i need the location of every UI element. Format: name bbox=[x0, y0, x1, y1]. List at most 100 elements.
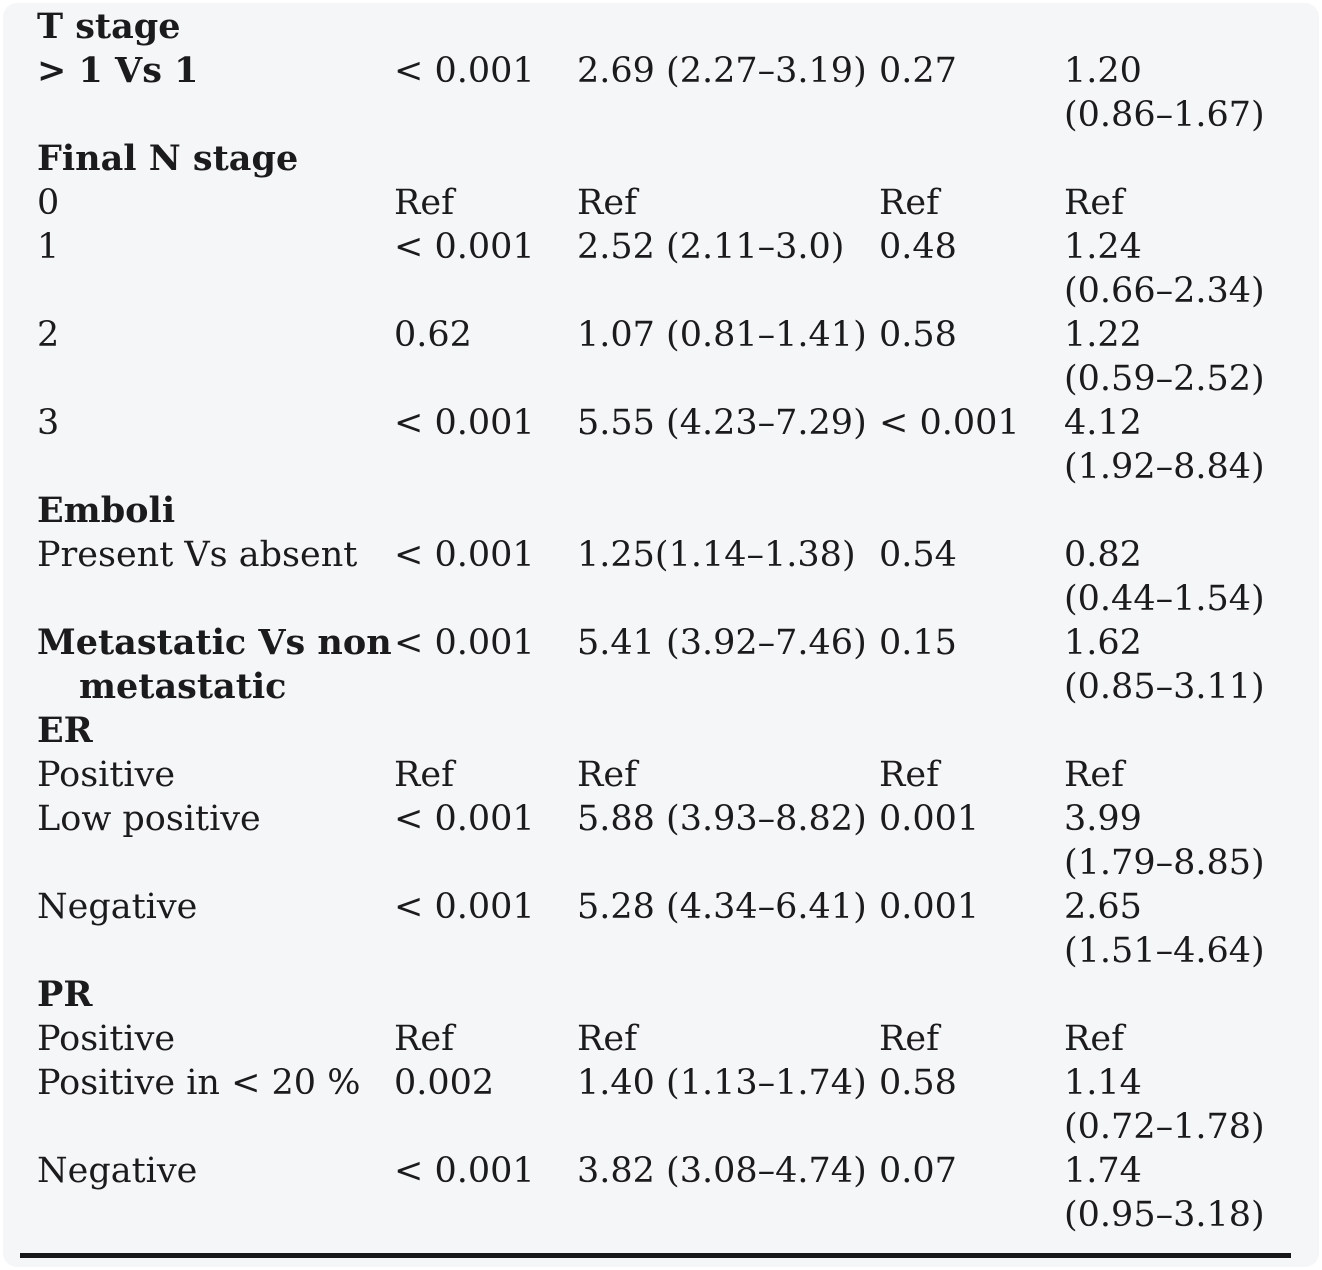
cell-p-value-multivariate: < 0.001 bbox=[879, 403, 1020, 443]
cell-hr-ci-univariate: 1.40 (1.13–1.74) bbox=[577, 1063, 867, 1103]
section-label: ER bbox=[37, 710, 93, 751]
ci-value: (0.72–1.78) bbox=[1064, 1107, 1265, 1147]
cell-p-value-multivariate: 0.15 bbox=[879, 623, 957, 663]
cell-p-value-multivariate: Ref bbox=[879, 183, 940, 223]
cell-variable-label: Metastatic Vs non metastatic bbox=[37, 621, 394, 709]
table-row: 0 Ref Ref Ref Ref bbox=[37, 181, 1295, 225]
cell-p-value-univariate: 0.62 bbox=[394, 315, 472, 355]
cell-hr-ci-univariate: Ref bbox=[577, 183, 638, 223]
cell-p-value-multivariate: 0.001 bbox=[879, 799, 980, 839]
section-label: PR bbox=[37, 974, 93, 1015]
cell-p-value-multivariate: Ref bbox=[879, 755, 940, 795]
cell-hr-multivariate: 1.20 (0.86–1.67) bbox=[1064, 49, 1295, 137]
cell-variable-label: Positive bbox=[37, 755, 176, 795]
results-table-figure: T stage > 1 Vs 1 < 0.001 2.69 (2.27–3.19… bbox=[3, 3, 1319, 1267]
table-row: Low positive < 0.001 5.88 (3.93–8.82) 0.… bbox=[37, 797, 1295, 885]
hr-value: Ref bbox=[1064, 755, 1125, 795]
ci-value: (1.79–8.85) bbox=[1064, 843, 1265, 883]
section-label: Emboli bbox=[37, 490, 176, 531]
table-row: Positive in < 20 % 0.002 1.40 (1.13–1.74… bbox=[37, 1061, 1295, 1149]
ci-value: (0.95–3.18) bbox=[1064, 1195, 1265, 1235]
cell-p-value-univariate: < 0.001 bbox=[394, 535, 535, 575]
ci-value: (1.92–8.84) bbox=[1064, 447, 1265, 487]
hr-value: 1.24 bbox=[1064, 227, 1142, 267]
cell-variable-label: Positive bbox=[37, 1019, 176, 1059]
ci-value: (0.85–3.11) bbox=[1064, 667, 1265, 707]
cell-hr-ci-univariate: 2.52 (2.11–3.0) bbox=[577, 227, 845, 267]
cell-p-value-multivariate: 0.48 bbox=[879, 227, 957, 267]
hr-value: 1.62 bbox=[1064, 623, 1142, 663]
cell-p-value-univariate: < 0.001 bbox=[394, 887, 535, 927]
cell-p-value-multivariate: 0.001 bbox=[879, 887, 980, 927]
table-section-row: PR bbox=[37, 973, 1295, 1017]
cell-variable-label: Negative bbox=[37, 1151, 198, 1191]
cell-variable-label: Positive in < 20 % bbox=[37, 1063, 361, 1103]
table-row: Negative < 0.001 5.28 (4.34–6.41) 0.001 … bbox=[37, 885, 1295, 973]
cell-hr-ci-univariate: 3.82 (3.08–4.74) bbox=[577, 1151, 867, 1191]
hr-value: 1.74 bbox=[1064, 1151, 1142, 1191]
cell-variable-label: Present Vs absent bbox=[37, 535, 358, 575]
cell-hr-ci-univariate: 5.28 (4.34–6.41) bbox=[577, 887, 867, 927]
table-section-row: ER bbox=[37, 709, 1295, 753]
cell-hr-multivariate: 1.22 (0.59–2.52) bbox=[1064, 313, 1295, 401]
cell-p-value-univariate: < 0.001 bbox=[394, 227, 535, 267]
cell-hr-ci-univariate: 1.07 (0.81–1.41) bbox=[577, 315, 867, 355]
cell-hr-multivariate: 2.65 (1.51–4.64) bbox=[1064, 885, 1295, 973]
cell-hr-ci-univariate: 1.25(1.14–1.38) bbox=[577, 535, 856, 575]
hr-value: 3.99 bbox=[1064, 799, 1142, 839]
cell-hr-multivariate: 1.62 (0.85–3.11) bbox=[1064, 621, 1295, 709]
cell-hr-multivariate: 1.24 (0.66–2.34) bbox=[1064, 225, 1295, 313]
cell-p-value-univariate: Ref bbox=[394, 183, 455, 223]
cell-hr-multivariate: Ref bbox=[1064, 753, 1295, 797]
cell-p-value-univariate: Ref bbox=[394, 1019, 455, 1059]
cell-p-value-multivariate: Ref bbox=[879, 1019, 940, 1059]
hr-value: 4.12 bbox=[1064, 403, 1142, 443]
hr-value: 0.82 bbox=[1064, 535, 1142, 575]
hr-value: 1.20 bbox=[1064, 51, 1142, 91]
table-section-row: Final N stage bbox=[37, 137, 1295, 181]
cell-p-value-univariate: Ref bbox=[394, 755, 455, 795]
table-row: Present Vs absent < 0.001 1.25(1.14–1.38… bbox=[37, 533, 1295, 621]
cell-p-value-univariate: < 0.001 bbox=[394, 403, 535, 443]
cell-p-value-univariate: 0.002 bbox=[394, 1063, 495, 1103]
label-line-2: metastatic bbox=[79, 666, 287, 707]
cell-variable-label: Negative bbox=[37, 887, 198, 927]
cell-p-value-univariate: < 0.001 bbox=[394, 623, 535, 663]
table-row: 2 0.62 1.07 (0.81–1.41) 0.58 1.22 (0.59–… bbox=[37, 313, 1295, 401]
cell-hr-multivariate: Ref bbox=[1064, 181, 1295, 225]
table-row: > 1 Vs 1 < 0.001 2.69 (2.27–3.19) 0.27 1… bbox=[37, 49, 1295, 137]
results-table: T stage > 1 Vs 1 < 0.001 2.69 (2.27–3.19… bbox=[3, 3, 1319, 1237]
cell-hr-multivariate: Ref bbox=[1064, 1017, 1295, 1061]
ci-value: (1.51–4.64) bbox=[1064, 931, 1265, 971]
table-row: 1 < 0.001 2.52 (2.11–3.0) 0.48 1.24 (0.6… bbox=[37, 225, 1295, 313]
cell-variable-label: 2 bbox=[37, 315, 60, 355]
hr-value: 2.65 bbox=[1064, 887, 1142, 927]
ci-value: (0.66–2.34) bbox=[1064, 271, 1265, 311]
cell-hr-ci-univariate: Ref bbox=[577, 755, 638, 795]
hr-value: Ref bbox=[1064, 1019, 1125, 1059]
cell-p-value-multivariate: 0.27 bbox=[879, 51, 957, 91]
section-label: Final N stage bbox=[37, 138, 299, 179]
hr-value: 1.14 bbox=[1064, 1063, 1142, 1103]
cell-p-value-univariate: < 0.001 bbox=[394, 51, 535, 91]
cell-p-value-univariate: < 0.001 bbox=[394, 1151, 535, 1191]
table-row: 3 < 0.001 5.55 (4.23–7.29) < 0.001 4.12 … bbox=[37, 401, 1295, 489]
cell-p-value-univariate: < 0.001 bbox=[394, 799, 535, 839]
table-section-row: T stage bbox=[37, 5, 1295, 49]
table-bottom-rule bbox=[20, 1253, 1291, 1258]
cell-hr-multivariate: 3.99 (1.79–8.85) bbox=[1064, 797, 1295, 885]
cell-variable-label: Low positive bbox=[37, 799, 261, 839]
section-label: T stage bbox=[37, 6, 181, 47]
hr-value: 1.22 bbox=[1064, 315, 1142, 355]
cell-hr-ci-univariate: Ref bbox=[577, 1019, 638, 1059]
cell-p-value-multivariate: 0.58 bbox=[879, 315, 957, 355]
cell-p-value-multivariate: 0.54 bbox=[879, 535, 957, 575]
table-row: Positive Ref Ref Ref Ref bbox=[37, 1017, 1295, 1061]
cell-hr-multivariate: 1.74 (0.95–3.18) bbox=[1064, 1149, 1295, 1237]
table-row: Positive Ref Ref Ref Ref bbox=[37, 753, 1295, 797]
cell-hr-ci-univariate: 5.41 (3.92–7.46) bbox=[577, 623, 867, 663]
cell-hr-ci-univariate: 5.55 (4.23–7.29) bbox=[577, 403, 867, 443]
cell-variable-label: 1 bbox=[37, 227, 60, 267]
cell-p-value-multivariate: 0.07 bbox=[879, 1151, 957, 1191]
table-row: Metastatic Vs non metastatic < 0.001 5.4… bbox=[37, 621, 1295, 709]
